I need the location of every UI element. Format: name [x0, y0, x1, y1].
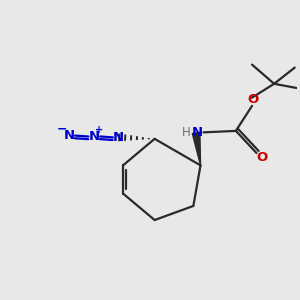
Text: N: N [192, 126, 203, 139]
Text: N: N [113, 131, 124, 144]
Text: O: O [247, 93, 258, 106]
Text: H: H [182, 126, 191, 139]
Text: −: − [57, 123, 67, 136]
Text: O: O [256, 151, 267, 164]
Text: +: + [95, 125, 104, 135]
Polygon shape [192, 132, 200, 165]
Text: N: N [89, 130, 100, 143]
Text: N: N [64, 129, 75, 142]
